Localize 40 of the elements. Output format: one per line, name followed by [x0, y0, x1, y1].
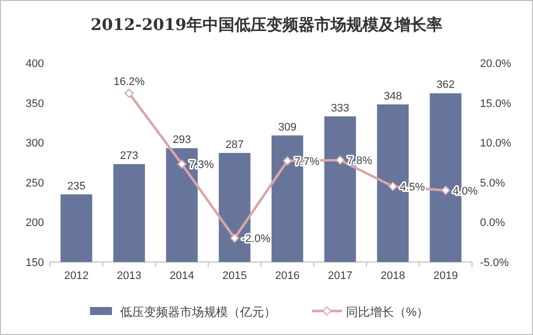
legend-label: 低压变频器市场规模（亿元）	[120, 305, 276, 319]
legend-label: 同比增长（%）	[346, 305, 429, 319]
y2-tick-label: 20.0%	[480, 58, 512, 70]
y-tick-label: 200	[26, 217, 44, 230]
data-label: 348	[384, 90, 402, 102]
point	[230, 234, 240, 243]
y2-tick-label: -5.0%	[480, 257, 509, 269]
data-label: 287	[225, 138, 244, 151]
x-tick-label: 2016	[275, 270, 300, 282]
x-tick-label: 2018	[380, 270, 406, 282]
y-tick-label: 150	[26, 257, 44, 269]
point	[388, 182, 398, 191]
x-tick-label: 2019	[433, 270, 458, 282]
y2-tick-label: 10.0%	[480, 138, 512, 150]
x-tick-label: 2013	[116, 270, 142, 282]
y2-tick-label: 0.0%	[480, 217, 506, 230]
y-tick-label: 250	[26, 177, 44, 190]
y2-tick-label: 15.0%	[480, 98, 512, 110]
point	[282, 156, 292, 166]
x-tick-label: 2015	[222, 270, 247, 282]
point	[177, 159, 186, 169]
data-label: 16.2%	[114, 76, 145, 88]
y-tick-label: 300	[26, 138, 44, 150]
data-label: 362	[436, 79, 455, 92]
point	[441, 186, 450, 195]
y2-tick-label: 5.0%	[480, 177, 506, 190]
x-tick-label: 2017	[328, 270, 352, 282]
data-label: 333	[330, 102, 350, 114]
point	[124, 88, 134, 98]
point	[336, 156, 345, 165]
data-label: 235	[67, 180, 86, 192]
data-label: 309	[278, 121, 297, 134]
x-tick-label: 2014	[170, 270, 194, 282]
data-label: 7.7%	[294, 156, 320, 168]
chart-title: 2012-2019年中国低压变频器市场规模及增长率	[90, 15, 442, 34]
x-tick-label: 2012	[64, 270, 89, 282]
y-tick-label: 400	[26, 58, 44, 70]
data-label: 293	[172, 134, 192, 146]
y-tick-label: 350	[26, 98, 44, 110]
data-label: 273	[120, 150, 138, 162]
